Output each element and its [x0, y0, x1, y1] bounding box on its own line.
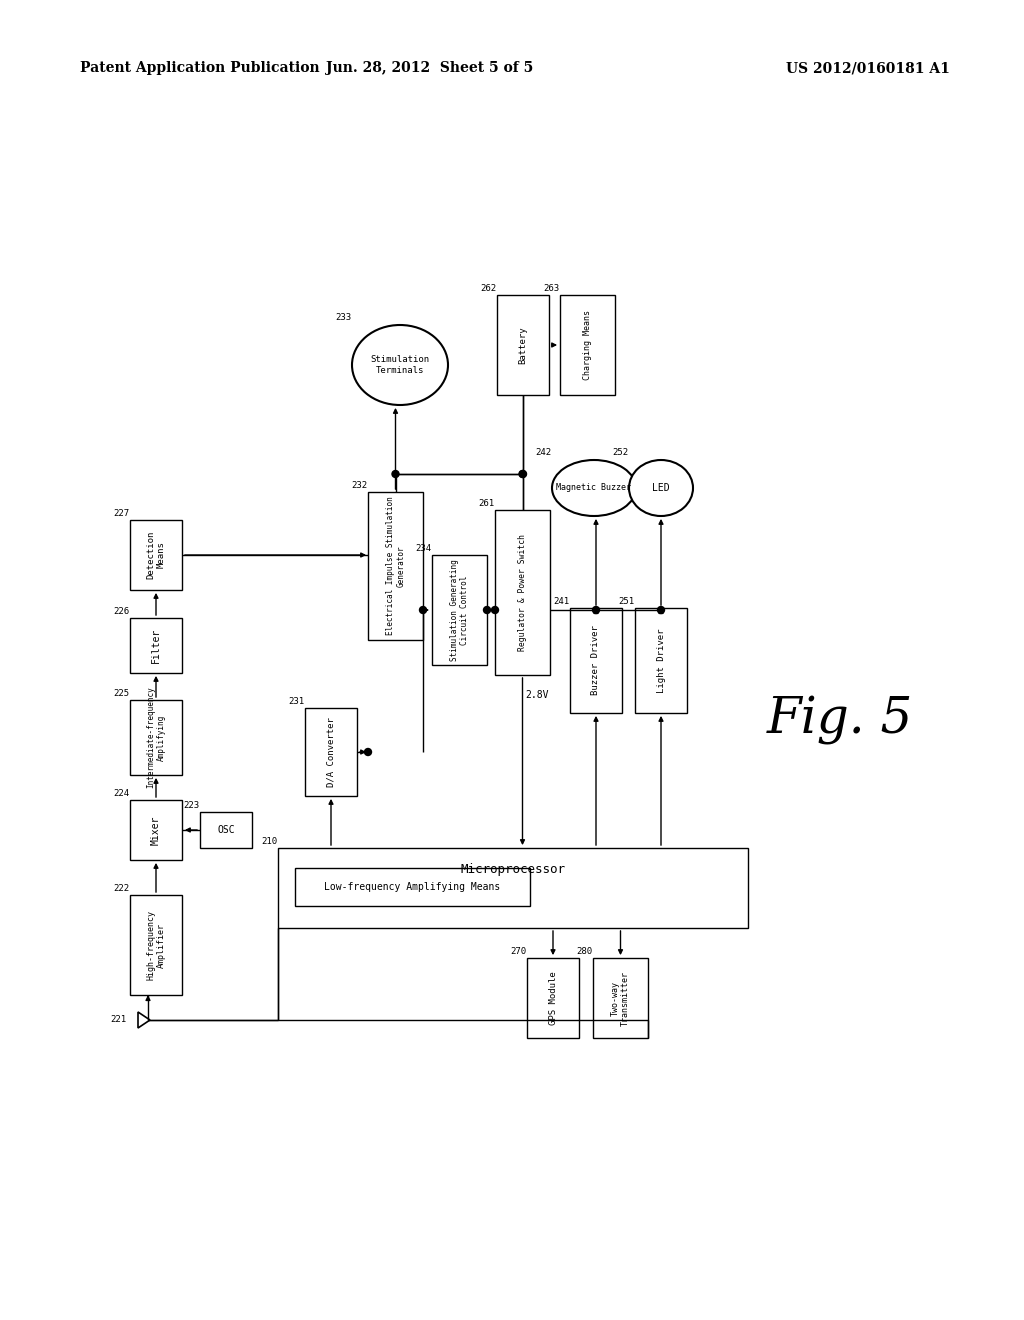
Text: 263: 263 [543, 284, 559, 293]
Text: Buzzer Driver: Buzzer Driver [592, 626, 600, 696]
Text: Intermediate-frequency
Amplifying: Intermediate-frequency Amplifying [146, 686, 166, 788]
Text: 233: 233 [335, 313, 351, 322]
Text: LED: LED [652, 483, 670, 492]
Text: Stimulation
Terminals: Stimulation Terminals [371, 355, 429, 375]
Text: Jun. 28, 2012  Sheet 5 of 5: Jun. 28, 2012 Sheet 5 of 5 [327, 61, 534, 75]
FancyBboxPatch shape [368, 492, 423, 640]
FancyBboxPatch shape [295, 869, 530, 906]
FancyBboxPatch shape [130, 895, 182, 995]
Text: 234: 234 [415, 544, 431, 553]
FancyBboxPatch shape [593, 958, 648, 1038]
Text: Low-frequency Amplifying Means: Low-frequency Amplifying Means [325, 882, 501, 892]
Text: 262: 262 [480, 284, 496, 293]
Text: 223: 223 [183, 801, 199, 810]
Text: Patent Application Publication: Patent Application Publication [80, 61, 319, 75]
Text: 225: 225 [113, 689, 129, 698]
Text: Light Driver: Light Driver [656, 628, 666, 693]
FancyBboxPatch shape [200, 812, 252, 847]
Circle shape [593, 606, 599, 614]
Text: 261: 261 [478, 499, 494, 508]
Circle shape [365, 748, 372, 755]
Text: High-frequency
Amplifier: High-frequency Amplifier [146, 909, 166, 979]
Text: Fig. 5: Fig. 5 [767, 696, 913, 744]
Text: 224: 224 [113, 789, 129, 799]
Circle shape [483, 606, 490, 614]
FancyBboxPatch shape [130, 800, 182, 861]
FancyBboxPatch shape [495, 510, 550, 675]
Text: US 2012/0160181 A1: US 2012/0160181 A1 [786, 61, 950, 75]
Text: D/A Converter: D/A Converter [327, 717, 336, 787]
FancyBboxPatch shape [432, 554, 487, 665]
Circle shape [519, 470, 526, 478]
Text: Two-way
Transmitter: Two-way Transmitter [610, 970, 630, 1026]
Text: 280: 280 [575, 946, 592, 956]
Text: Stimulation Generating
Circuit Control: Stimulation Generating Circuit Control [450, 560, 469, 661]
FancyBboxPatch shape [130, 618, 182, 673]
FancyBboxPatch shape [527, 958, 579, 1038]
Text: Filter: Filter [151, 628, 161, 663]
Text: 241: 241 [553, 597, 569, 606]
FancyBboxPatch shape [497, 294, 549, 395]
Text: Electrical Impulse Stimulation
Generator: Electrical Impulse Stimulation Generator [386, 496, 406, 635]
FancyBboxPatch shape [130, 520, 182, 590]
FancyBboxPatch shape [570, 609, 622, 713]
FancyBboxPatch shape [130, 700, 182, 775]
Text: Microprocessor: Microprocessor [461, 863, 565, 876]
Text: 252: 252 [612, 447, 628, 457]
Ellipse shape [552, 459, 636, 516]
Text: GPS Module: GPS Module [549, 972, 557, 1024]
Text: 232: 232 [351, 480, 367, 490]
Text: 242: 242 [535, 447, 551, 457]
Text: Charging Means: Charging Means [583, 310, 592, 380]
Circle shape [657, 606, 665, 614]
Text: 270: 270 [510, 946, 526, 956]
FancyBboxPatch shape [278, 847, 748, 928]
FancyBboxPatch shape [305, 708, 357, 796]
Text: 227: 227 [113, 510, 129, 517]
Ellipse shape [352, 325, 449, 405]
Text: 226: 226 [113, 607, 129, 616]
Circle shape [420, 606, 427, 614]
Text: 210: 210 [261, 837, 278, 846]
Text: 221: 221 [110, 1015, 126, 1024]
Text: 2.8V: 2.8V [525, 690, 549, 700]
Circle shape [519, 470, 526, 478]
Text: 251: 251 [617, 597, 634, 606]
Text: 222: 222 [113, 884, 129, 894]
FancyBboxPatch shape [635, 609, 687, 713]
Text: OSC: OSC [217, 825, 234, 836]
Text: Mixer: Mixer [151, 816, 161, 845]
Text: Magnetic Buzzer: Magnetic Buzzer [556, 483, 632, 492]
Text: Regulator & Power Switch: Regulator & Power Switch [518, 535, 527, 651]
Text: 231: 231 [288, 697, 304, 706]
FancyBboxPatch shape [560, 294, 615, 395]
Ellipse shape [629, 459, 693, 516]
Text: Battery: Battery [518, 326, 527, 364]
Text: Detection
Means: Detection Means [146, 531, 166, 579]
Circle shape [492, 606, 499, 614]
Circle shape [392, 470, 399, 478]
